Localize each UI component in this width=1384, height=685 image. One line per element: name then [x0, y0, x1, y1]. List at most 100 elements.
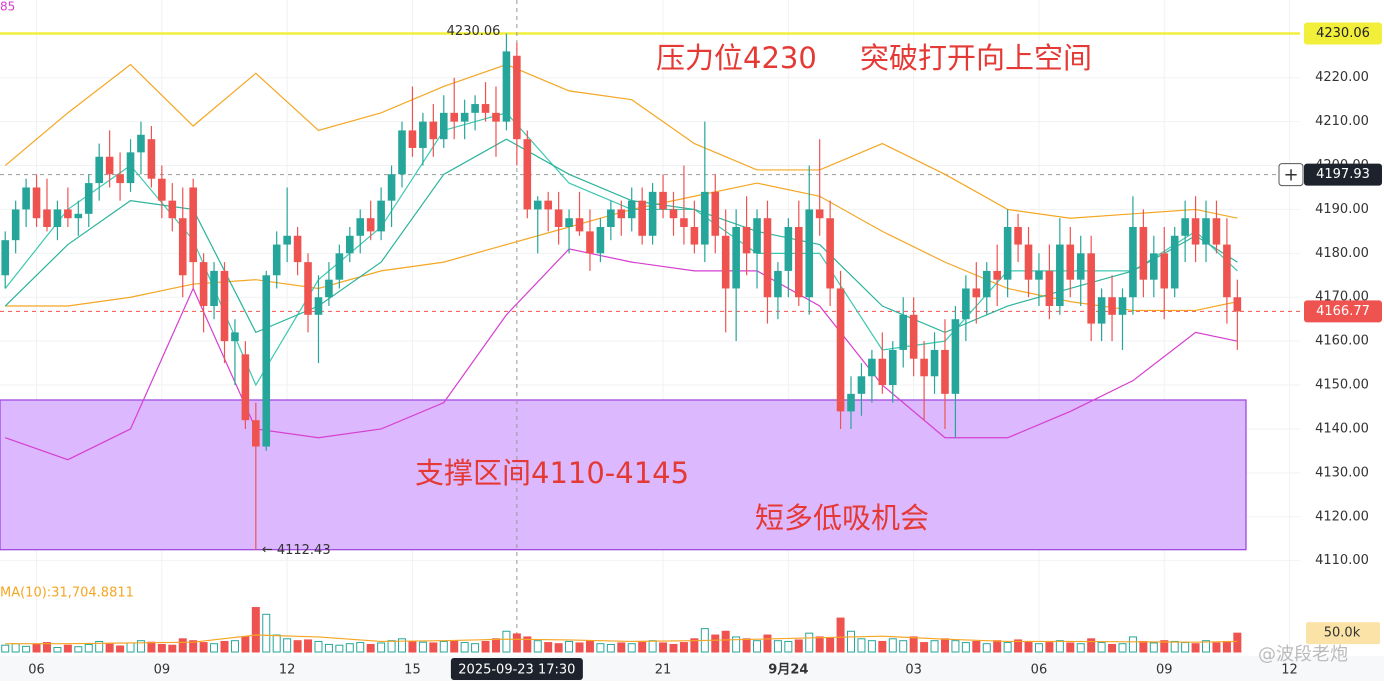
- candle-body: [1045, 270, 1054, 307]
- volume-bar: [450, 640, 459, 653]
- candle-body: [1181, 218, 1189, 236]
- crosshair-plus-icon: +: [1283, 165, 1298, 186]
- volume-bar: [1076, 643, 1085, 653]
- x-tick-label: 21: [655, 663, 672, 678]
- indicator-line: [4, 63, 1238, 219]
- candle-body: [419, 121, 427, 148]
- y-tick-label: 4190.00: [1315, 202, 1369, 217]
- last-price-tag: 4166.77: [1316, 304, 1370, 319]
- candle-body: [22, 187, 30, 210]
- volume-bar: [1118, 643, 1127, 653]
- volume-bar: [1160, 640, 1169, 653]
- volume-bar: [324, 643, 333, 653]
- volume-bar: [721, 630, 730, 653]
- candle-body: [596, 226, 605, 254]
- y-tick-label: 4140.00: [1315, 421, 1369, 436]
- high-label: 4230.06: [447, 24, 501, 39]
- candle-body: [450, 112, 459, 122]
- candle-body: [899, 314, 908, 350]
- volume-bar: [366, 643, 375, 653]
- volume-bar: [878, 640, 887, 653]
- candle-body: [460, 112, 469, 122]
- candle-body: [732, 226, 740, 289]
- candle-body: [784, 226, 793, 271]
- y-tick-label: 4180.00: [1315, 246, 1369, 261]
- crosshair-plus[interactable]: [1278, 163, 1304, 187]
- volume-bar: [251, 607, 260, 653]
- candle-body: [168, 200, 177, 219]
- volume-bar: [575, 642, 584, 653]
- volume-bar: [272, 634, 281, 653]
- candle-body: [304, 262, 312, 315]
- candle-body: [1118, 297, 1127, 315]
- volume-bar: [356, 642, 365, 653]
- candle-body: [742, 226, 751, 254]
- candle-body: [387, 174, 396, 201]
- volume-bar: [304, 639, 313, 653]
- candle-body: [199, 262, 208, 307]
- volume-bar: [220, 640, 229, 653]
- candle-body: [492, 112, 500, 122]
- candle-body: [210, 270, 218, 307]
- volume-bar: [920, 642, 929, 653]
- candle-body: [231, 332, 239, 342]
- volume-bar: [95, 640, 104, 653]
- candle-body: [1223, 244, 1231, 298]
- candle-body: [481, 104, 490, 113]
- candle-body: [1191, 218, 1200, 245]
- candle-body: [116, 174, 124, 184]
- y-tick-label: 4120.00: [1315, 509, 1369, 524]
- annotation: 短多低吸机会: [755, 501, 929, 535]
- candle-body: [1202, 218, 1210, 245]
- volume-ma-line: [5, 634, 1238, 645]
- volume-bar: [22, 645, 31, 653]
- volume-bar: [826, 637, 835, 653]
- volume-bar: [105, 643, 114, 653]
- volume-bar: [1139, 640, 1148, 653]
- volume-tag: [1306, 622, 1380, 645]
- candle-body: [607, 209, 615, 227]
- volume-bar: [147, 641, 156, 653]
- volume-bar: [1212, 642, 1221, 653]
- volume-bar: [1233, 632, 1242, 653]
- volume-bar: [930, 640, 939, 653]
- volume-bar: [909, 636, 918, 653]
- candle-body: [1087, 253, 1095, 324]
- candle-body: [137, 134, 145, 153]
- candle-body: [1076, 253, 1085, 280]
- candle-body: [502, 51, 511, 122]
- volume-bar: [471, 643, 480, 653]
- volume-bar: [1003, 642, 1012, 653]
- y-tick-label: 4110.00: [1315, 553, 1369, 568]
- volume-bar: [1014, 639, 1023, 653]
- volume-bar: [961, 642, 970, 653]
- volume-bar: [1202, 640, 1211, 653]
- candle-body: [962, 288, 970, 320]
- volume-bar: [262, 613, 271, 653]
- candle-body: [909, 314, 918, 359]
- candle-body: [105, 156, 114, 175]
- candle-body: [429, 121, 438, 140]
- volume-bar: [679, 642, 688, 653]
- crosshair-price-tag: 4197.93: [1316, 167, 1370, 182]
- volume-bar: [596, 643, 605, 653]
- crosshair-price-tag-bg: [1304, 163, 1382, 186]
- candle-body: [1170, 235, 1179, 289]
- volume-bar: [42, 642, 51, 653]
- x-tick-label: 9月24: [768, 663, 808, 678]
- candle-body: [43, 209, 51, 227]
- volume-bar: [940, 638, 949, 653]
- volume-bar: [533, 640, 542, 653]
- x-axis-bg: [0, 656, 1384, 681]
- candle-body: [126, 152, 135, 184]
- x-tick-label: 15: [404, 663, 421, 678]
- volume-bar: [398, 638, 407, 653]
- x-tick-label: 12: [279, 663, 296, 678]
- candle-body: [554, 209, 563, 227]
- candle-body: [408, 130, 417, 148]
- candle-body: [951, 319, 960, 394]
- candle-body: [659, 191, 667, 210]
- candle-body: [753, 218, 761, 254]
- crosshair-x-tag-bg: [450, 658, 583, 680]
- volume-bar: [1, 644, 10, 653]
